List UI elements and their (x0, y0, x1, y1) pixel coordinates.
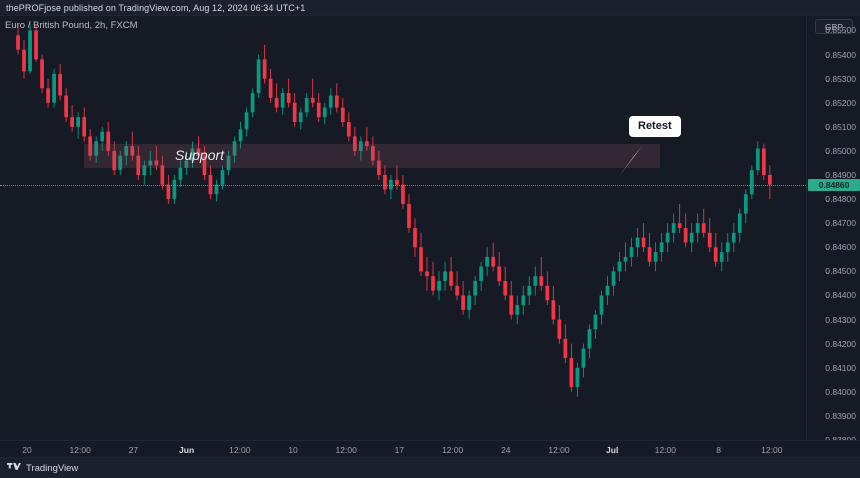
price-tick: 0.85200 (825, 97, 856, 108)
price-tick: 0.85100 (825, 121, 856, 132)
price-scale[interactable]: GBP 0.85500 0.85400 0.85300 0.85200 0.85100 0… (806, 16, 860, 445)
time-tick: Jun (179, 445, 195, 455)
price-tick: 0.85300 (825, 73, 856, 84)
candlestick-series (16, 20, 772, 397)
price-tick: 0.84500 (825, 266, 856, 277)
time-tick: 12:00 (548, 445, 570, 455)
price-tick: 0.85400 (825, 49, 856, 60)
attribution-bar: thePROFjose published on TradingView.com… (0, 0, 860, 16)
time-tick: 12:00 (761, 445, 783, 455)
time-tick: 27 (128, 445, 139, 455)
tradingview-logo-icon (7, 463, 21, 473)
price-tick: 0.84200 (825, 338, 856, 349)
time-tick: 12:00 (335, 445, 357, 455)
price-tick: 0.84300 (825, 314, 856, 325)
time-tick: 8 (716, 445, 721, 455)
time-tick: 12:00 (654, 445, 677, 455)
price-tick: 0.84000 (825, 386, 856, 397)
retest-callout-label[interactable]: Retest (629, 116, 681, 137)
time-tick: 10 (288, 445, 298, 455)
price-tick: 0.84100 (825, 362, 856, 373)
support-zone-rectangle[interactable] (84, 143, 660, 168)
time-tick: Jul (606, 445, 619, 455)
support-zone-label: Support (175, 146, 225, 163)
chart-plot-area[interactable]: Euro / British Pound, 2h, FXCM Support R… (0, 16, 806, 440)
footer-brand-text: TradingView (26, 462, 79, 474)
time-tick: 12:00 (69, 445, 91, 455)
price-tick: 0.84700 (825, 218, 856, 229)
price-tick: 0.83900 (825, 410, 856, 421)
price-tick: 0.85500 (825, 25, 856, 36)
time-tick: 20 (22, 445, 32, 455)
footer-bar: TradingView (0, 457, 860, 478)
time-tick: 12:00 (229, 445, 251, 455)
retest-callout-pointer (618, 146, 642, 178)
time-tick: 12:00 (441, 445, 464, 455)
attribution-text: thePROFjose published on TradingView.com… (6, 2, 306, 13)
price-tick: 0.85000 (825, 145, 856, 156)
last-price-line (0, 184, 806, 186)
price-tick: 0.84400 (825, 290, 856, 301)
time-scale[interactable]: 20 12:00 27 Jun 12:00 10 12:00 17 12:00 24 12:00 Ju… (0, 440, 860, 457)
time-tick: 24 (501, 445, 511, 455)
time-tick: 17 (394, 445, 405, 455)
price-tick: 0.84900 (825, 170, 856, 180)
last-price-badge: 0.84860 (808, 178, 860, 191)
price-tick: 0.84600 (825, 242, 856, 253)
price-tick: 0.84800 (825, 194, 856, 205)
currency-badge[interactable]: GBP (815, 19, 853, 34)
